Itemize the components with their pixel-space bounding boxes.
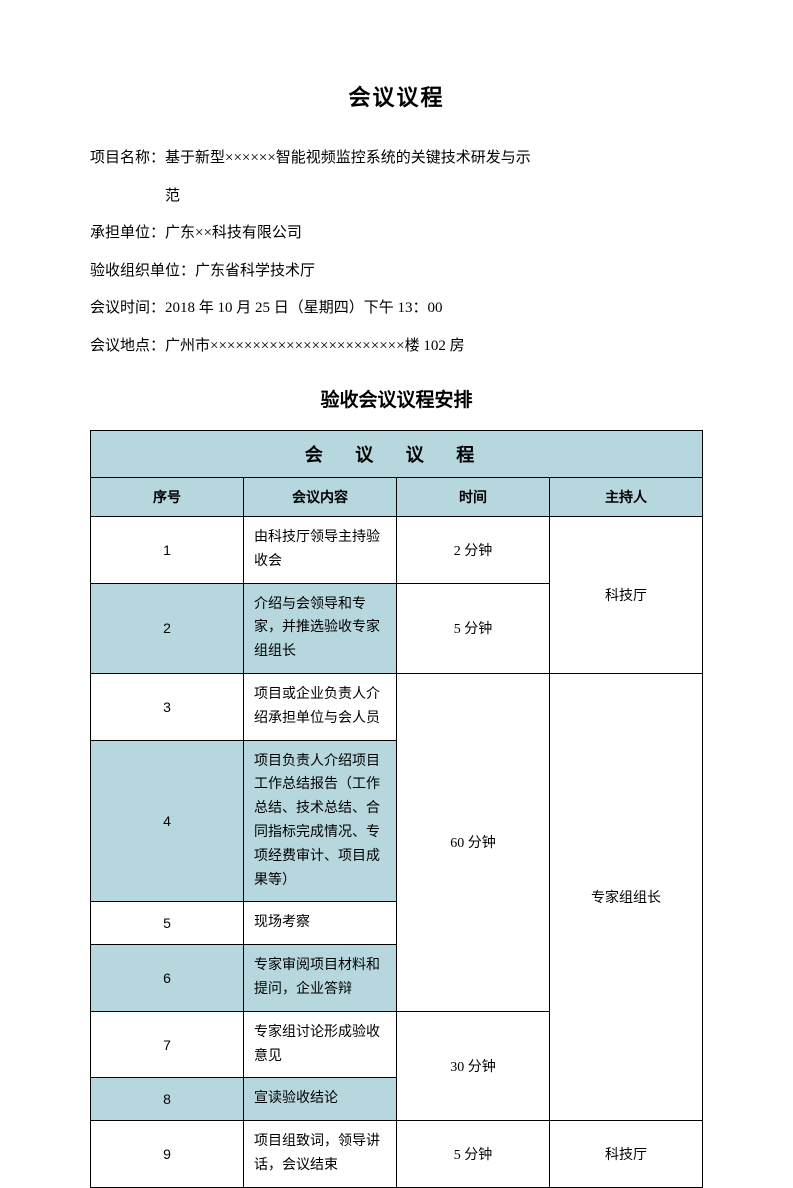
cell-content: 宣读验收结论 <box>244 1078 397 1121</box>
table-header-seq: 序号 <box>91 478 244 517</box>
cell-time: 5 分钟 <box>397 1121 550 1188</box>
cell-seq: 1 <box>91 517 244 584</box>
cell-time: 60 分钟 <box>397 673 550 1011</box>
info-accept-org: 验收组织单位： 广东省科学技术厅 <box>90 253 703 291</box>
cell-seq: 2 <box>91 583 244 673</box>
info-time-label: 会议时间： <box>90 290 165 328</box>
cell-seq: 7 <box>91 1011 244 1078</box>
cell-time: 30 分钟 <box>397 1011 550 1120</box>
page-title: 会议议程 <box>90 80 703 112</box>
info-time-value: 2018 年 10 月 25 日（星期四）下午 13：00 <box>165 290 703 328</box>
info-project-value-2: 范 <box>165 178 703 216</box>
info-place-label: 会议地点： <box>90 328 165 366</box>
cell-seq: 4 <box>91 740 244 902</box>
info-time: 会议时间： 2018 年 10 月 25 日（星期四）下午 13：00 <box>90 290 703 328</box>
cell-content: 现场考察 <box>244 902 397 945</box>
info-org-value: 广东××科技有限公司 <box>165 215 703 253</box>
cell-content: 项目或企业负责人介绍承担单位与会人员 <box>244 673 397 740</box>
cell-content: 介绍与会领导和专家，并推选验收专家组组长 <box>244 583 397 673</box>
cell-seq: 9 <box>91 1121 244 1188</box>
table-header-time: 时间 <box>397 478 550 517</box>
cell-host: 科技厅 <box>550 1121 703 1188</box>
info-project-label: 项目名称： <box>90 140 165 178</box>
cell-seq: 3 <box>91 673 244 740</box>
info-place-value: 广州市×××××××××××××××××××××××楼 102 房 <box>165 328 703 366</box>
info-project-value-1: 基于新型××××××智能视频监控系统的关键技术研发与示 <box>165 150 531 166</box>
cell-content: 项目负责人介绍项目工作总结报告（工作总结、技术总结、合同指标完成情况、专项经费审… <box>244 740 397 902</box>
table-header-host: 主持人 <box>550 478 703 517</box>
cell-host: 科技厅 <box>550 517 703 674</box>
table-header-content: 会议内容 <box>244 478 397 517</box>
info-block: 项目名称： 基于新型××××××智能视频监控系统的关键技术研发与示 项目名称： … <box>90 140 703 365</box>
cell-content: 项目组致词，领导讲话，会议结束 <box>244 1121 397 1188</box>
info-accept-org-label: 验收组织单位： <box>90 253 195 291</box>
cell-time: 2 分钟 <box>397 517 550 584</box>
agenda-table: 会 议 议 程序号会议内容时间主持人1由科技厅领导主持验收会2 分钟科技厅2介绍… <box>90 430 703 1188</box>
table-row: 9项目组致词，领导讲话，会议结束5 分钟科技厅 <box>91 1121 703 1188</box>
table-row: 3项目或企业负责人介绍承担单位与会人员60 分钟专家组组长 <box>91 673 703 740</box>
cell-seq: 6 <box>91 945 244 1012</box>
info-place: 会议地点： 广州市×××××××××××××××××××××××楼 102 房 <box>90 328 703 366</box>
cell-time: 5 分钟 <box>397 583 550 673</box>
info-project-cont: 项目名称： 范 <box>90 178 703 216</box>
cell-content: 专家审阅项目材料和提问，企业答辩 <box>244 945 397 1012</box>
info-org-label: 承担单位： <box>90 215 165 253</box>
info-org: 承担单位： 广东××科技有限公司 <box>90 215 703 253</box>
sub-title: 验收会议议程安排 <box>90 385 703 412</box>
cell-host: 专家组组长 <box>550 673 703 1120</box>
cell-content: 专家组讨论形成验收意见 <box>244 1011 397 1078</box>
table-banner: 会 议 议 程 <box>91 431 703 478</box>
info-project: 项目名称： 基于新型××××××智能视频监控系统的关键技术研发与示 <box>90 140 703 178</box>
table-row: 1由科技厅领导主持验收会2 分钟科技厅 <box>91 517 703 584</box>
cell-seq: 5 <box>91 902 244 945</box>
cell-seq: 8 <box>91 1078 244 1121</box>
info-accept-org-value: 广东省科学技术厅 <box>195 253 703 291</box>
cell-content: 由科技厅领导主持验收会 <box>244 517 397 584</box>
